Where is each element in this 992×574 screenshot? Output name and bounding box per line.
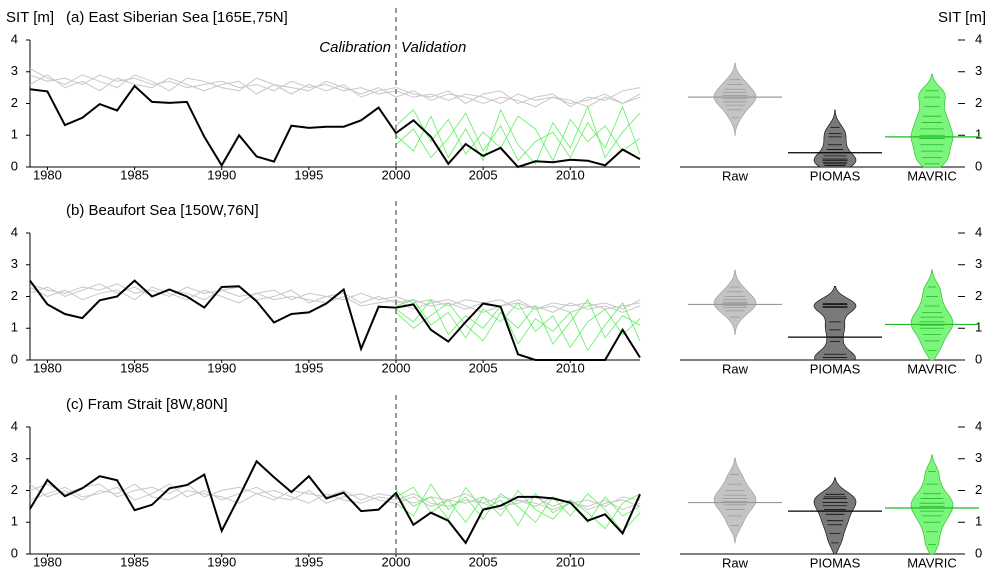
y-tick-label: 0: [975, 158, 982, 173]
category-label: PIOMAS: [810, 361, 861, 376]
y-tick-label: 2: [11, 95, 18, 110]
violin: [713, 457, 757, 544]
y-tick-label: 3: [11, 450, 18, 465]
category-label: Raw: [722, 361, 749, 376]
y-tick-label: 3: [11, 256, 18, 271]
x-tick-label: 1990: [207, 360, 236, 375]
y-tick-label: 2: [11, 288, 18, 303]
series-line: [395, 298, 641, 352]
x-tick-label: 1995: [294, 554, 323, 569]
violin: [813, 109, 857, 168]
x-tick-label: 1990: [207, 554, 236, 569]
y-tick-label: 1: [975, 514, 982, 529]
y-tick-label: 3: [975, 63, 982, 78]
series-line: [395, 486, 641, 527]
x-tick-label: 2010: [556, 167, 585, 182]
series-line: [395, 483, 641, 533]
y-tick-label: 4: [975, 31, 982, 46]
y-tick-label: 2: [975, 95, 982, 110]
series-line: [395, 109, 641, 162]
annotation: Validation: [401, 39, 466, 56]
y-tick-label: 4: [11, 418, 18, 433]
x-tick-label: 2005: [469, 360, 498, 375]
x-tick-label: 1985: [120, 360, 149, 375]
y-tick-label: 1: [11, 127, 18, 142]
series-line: [29, 84, 641, 169]
category-label: Raw: [722, 555, 749, 570]
series-line: [29, 286, 641, 313]
x-tick-label: 1995: [294, 360, 323, 375]
y-tick-label: 4: [11, 224, 18, 239]
annotation: Calibration: [319, 39, 391, 56]
x-tick-label: 1985: [120, 554, 149, 569]
y-tick-label: 2: [975, 482, 982, 497]
x-tick-label: 2005: [469, 554, 498, 569]
y-tick-label: 1: [11, 320, 18, 335]
y-tick-label: 4: [975, 224, 982, 239]
category-label: Raw: [722, 168, 749, 183]
y-axis-label: SIT [m]: [938, 9, 986, 26]
panel-title: (b) Beaufort Sea [150W,76N]: [66, 202, 259, 219]
panel-title: (c) Fram Strait [8W,80N]: [66, 396, 228, 413]
series-line: [29, 74, 641, 108]
y-tick-label: 0: [11, 545, 18, 560]
series-line: [395, 105, 641, 162]
y-tick-label: 2: [975, 288, 982, 303]
y-tick-label: 4: [975, 418, 982, 433]
series-line: [395, 299, 641, 349]
series-line: [395, 298, 641, 345]
category-label: PIOMAS: [810, 168, 861, 183]
x-tick-label: 2000: [382, 167, 411, 182]
series-line: [395, 105, 641, 165]
series-line: [29, 483, 641, 511]
series-line: [29, 283, 641, 310]
category-label: PIOMAS: [810, 555, 861, 570]
x-tick-label: 1980: [33, 360, 62, 375]
series-line: [29, 283, 641, 313]
series-line: [29, 483, 641, 511]
series-line: [29, 279, 641, 361]
series-line: [29, 483, 641, 507]
category-label: MAVRIC: [907, 168, 957, 183]
y-axis-label: SIT [m]: [6, 9, 54, 26]
y-tick-label: 0: [11, 351, 18, 366]
x-tick-label: 1985: [120, 167, 149, 182]
violin: [910, 74, 954, 168]
series-line: [395, 486, 641, 530]
category-label: MAVRIC: [907, 361, 957, 376]
panel-title: (a) East Siberian Sea [165E,75N]: [66, 9, 288, 26]
series-line: [29, 459, 641, 545]
y-tick-label: 2: [11, 482, 18, 497]
category-label: MAVRIC: [907, 555, 957, 570]
x-tick-label: 2000: [382, 554, 411, 569]
y-tick-label: 1: [11, 514, 18, 529]
series-line: [29, 68, 641, 108]
x-tick-label: 2010: [556, 360, 585, 375]
y-tick-label: 3: [975, 256, 982, 271]
y-tick-label: 3: [11, 63, 18, 78]
y-tick-label: 0: [975, 545, 982, 560]
y-tick-label: 0: [975, 351, 982, 366]
x-tick-label: 2010: [556, 554, 585, 569]
y-tick-label: 4: [11, 31, 18, 46]
x-tick-label: 2005: [469, 167, 498, 182]
y-tick-label: 1: [975, 320, 982, 335]
x-tick-label: 1995: [294, 167, 323, 182]
violin: [910, 269, 954, 361]
x-tick-label: 1990: [207, 167, 236, 182]
y-tick-label: 3: [975, 450, 982, 465]
y-tick-label: 1: [975, 127, 982, 142]
x-tick-label: 1980: [33, 167, 62, 182]
violin: [910, 454, 954, 555]
x-tick-label: 1980: [33, 554, 62, 569]
x-tick-label: 2000: [382, 360, 411, 375]
y-tick-label: 0: [11, 158, 18, 173]
violin: [813, 286, 857, 361]
